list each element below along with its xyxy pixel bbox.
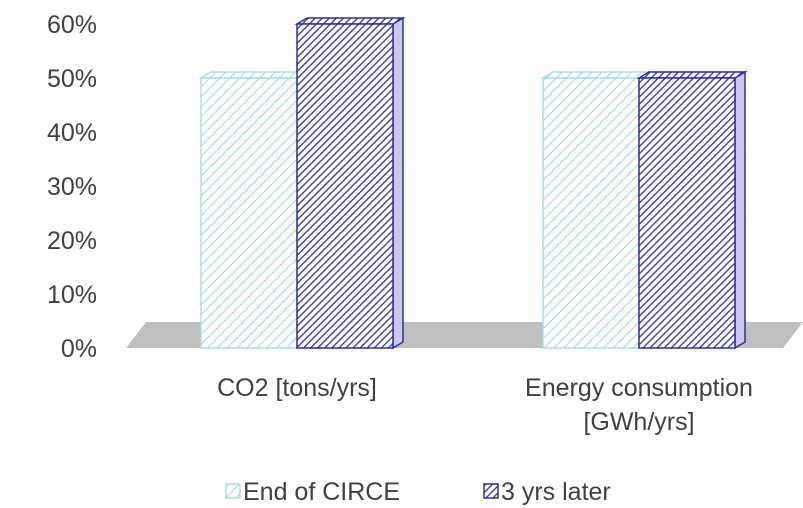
legend-swatch xyxy=(225,483,241,499)
y-tick-label: 40% xyxy=(47,119,97,147)
bar-3-yrs-later-1 xyxy=(636,70,748,350)
category-label: Energy consumption xyxy=(525,374,753,402)
bar-front xyxy=(296,23,394,349)
bars xyxy=(198,16,748,350)
bar-top xyxy=(636,71,748,79)
bar-end-of-circe-0 xyxy=(198,70,310,350)
category-label: [GWh/yrs] xyxy=(583,408,694,436)
bar-front xyxy=(200,77,298,349)
category-label: CO2 [tons/yrs] xyxy=(217,374,377,402)
bar-top xyxy=(540,71,652,79)
legend-item-3-yrs-later: 3 yrs later xyxy=(483,478,611,506)
bar-front xyxy=(542,77,640,349)
bar-side xyxy=(392,16,404,350)
legend-item-end-of-circe: End of CIRCE xyxy=(225,478,400,506)
bar-3-yrs-later-0 xyxy=(294,16,406,350)
category-labels: CO2 [tons/yrs] Energy consumption [GWh/yrs… xyxy=(217,374,753,436)
y-tick-label: 50% xyxy=(47,65,97,93)
y-tick-label: 20% xyxy=(47,227,97,255)
bar-top xyxy=(294,17,406,25)
legend-label: 3 yrs later xyxy=(501,478,611,506)
bar-top xyxy=(198,71,310,79)
y-tick-label: 30% xyxy=(47,173,97,201)
bar-end-of-circe-1 xyxy=(540,70,652,350)
bar-side xyxy=(734,70,746,350)
y-tick-label: 60% xyxy=(47,11,97,39)
y-tick-label: 10% xyxy=(47,281,97,309)
legend-label: End of CIRCE xyxy=(243,478,400,506)
legend-swatch xyxy=(483,483,499,499)
y-axis-ticks: 0% 10% 20% 30% 40% 50% 60% xyxy=(47,11,97,363)
legend: End of CIRCE 3 yrs later xyxy=(225,478,611,506)
bar-front xyxy=(638,77,736,349)
y-tick-label: 0% xyxy=(61,335,97,363)
